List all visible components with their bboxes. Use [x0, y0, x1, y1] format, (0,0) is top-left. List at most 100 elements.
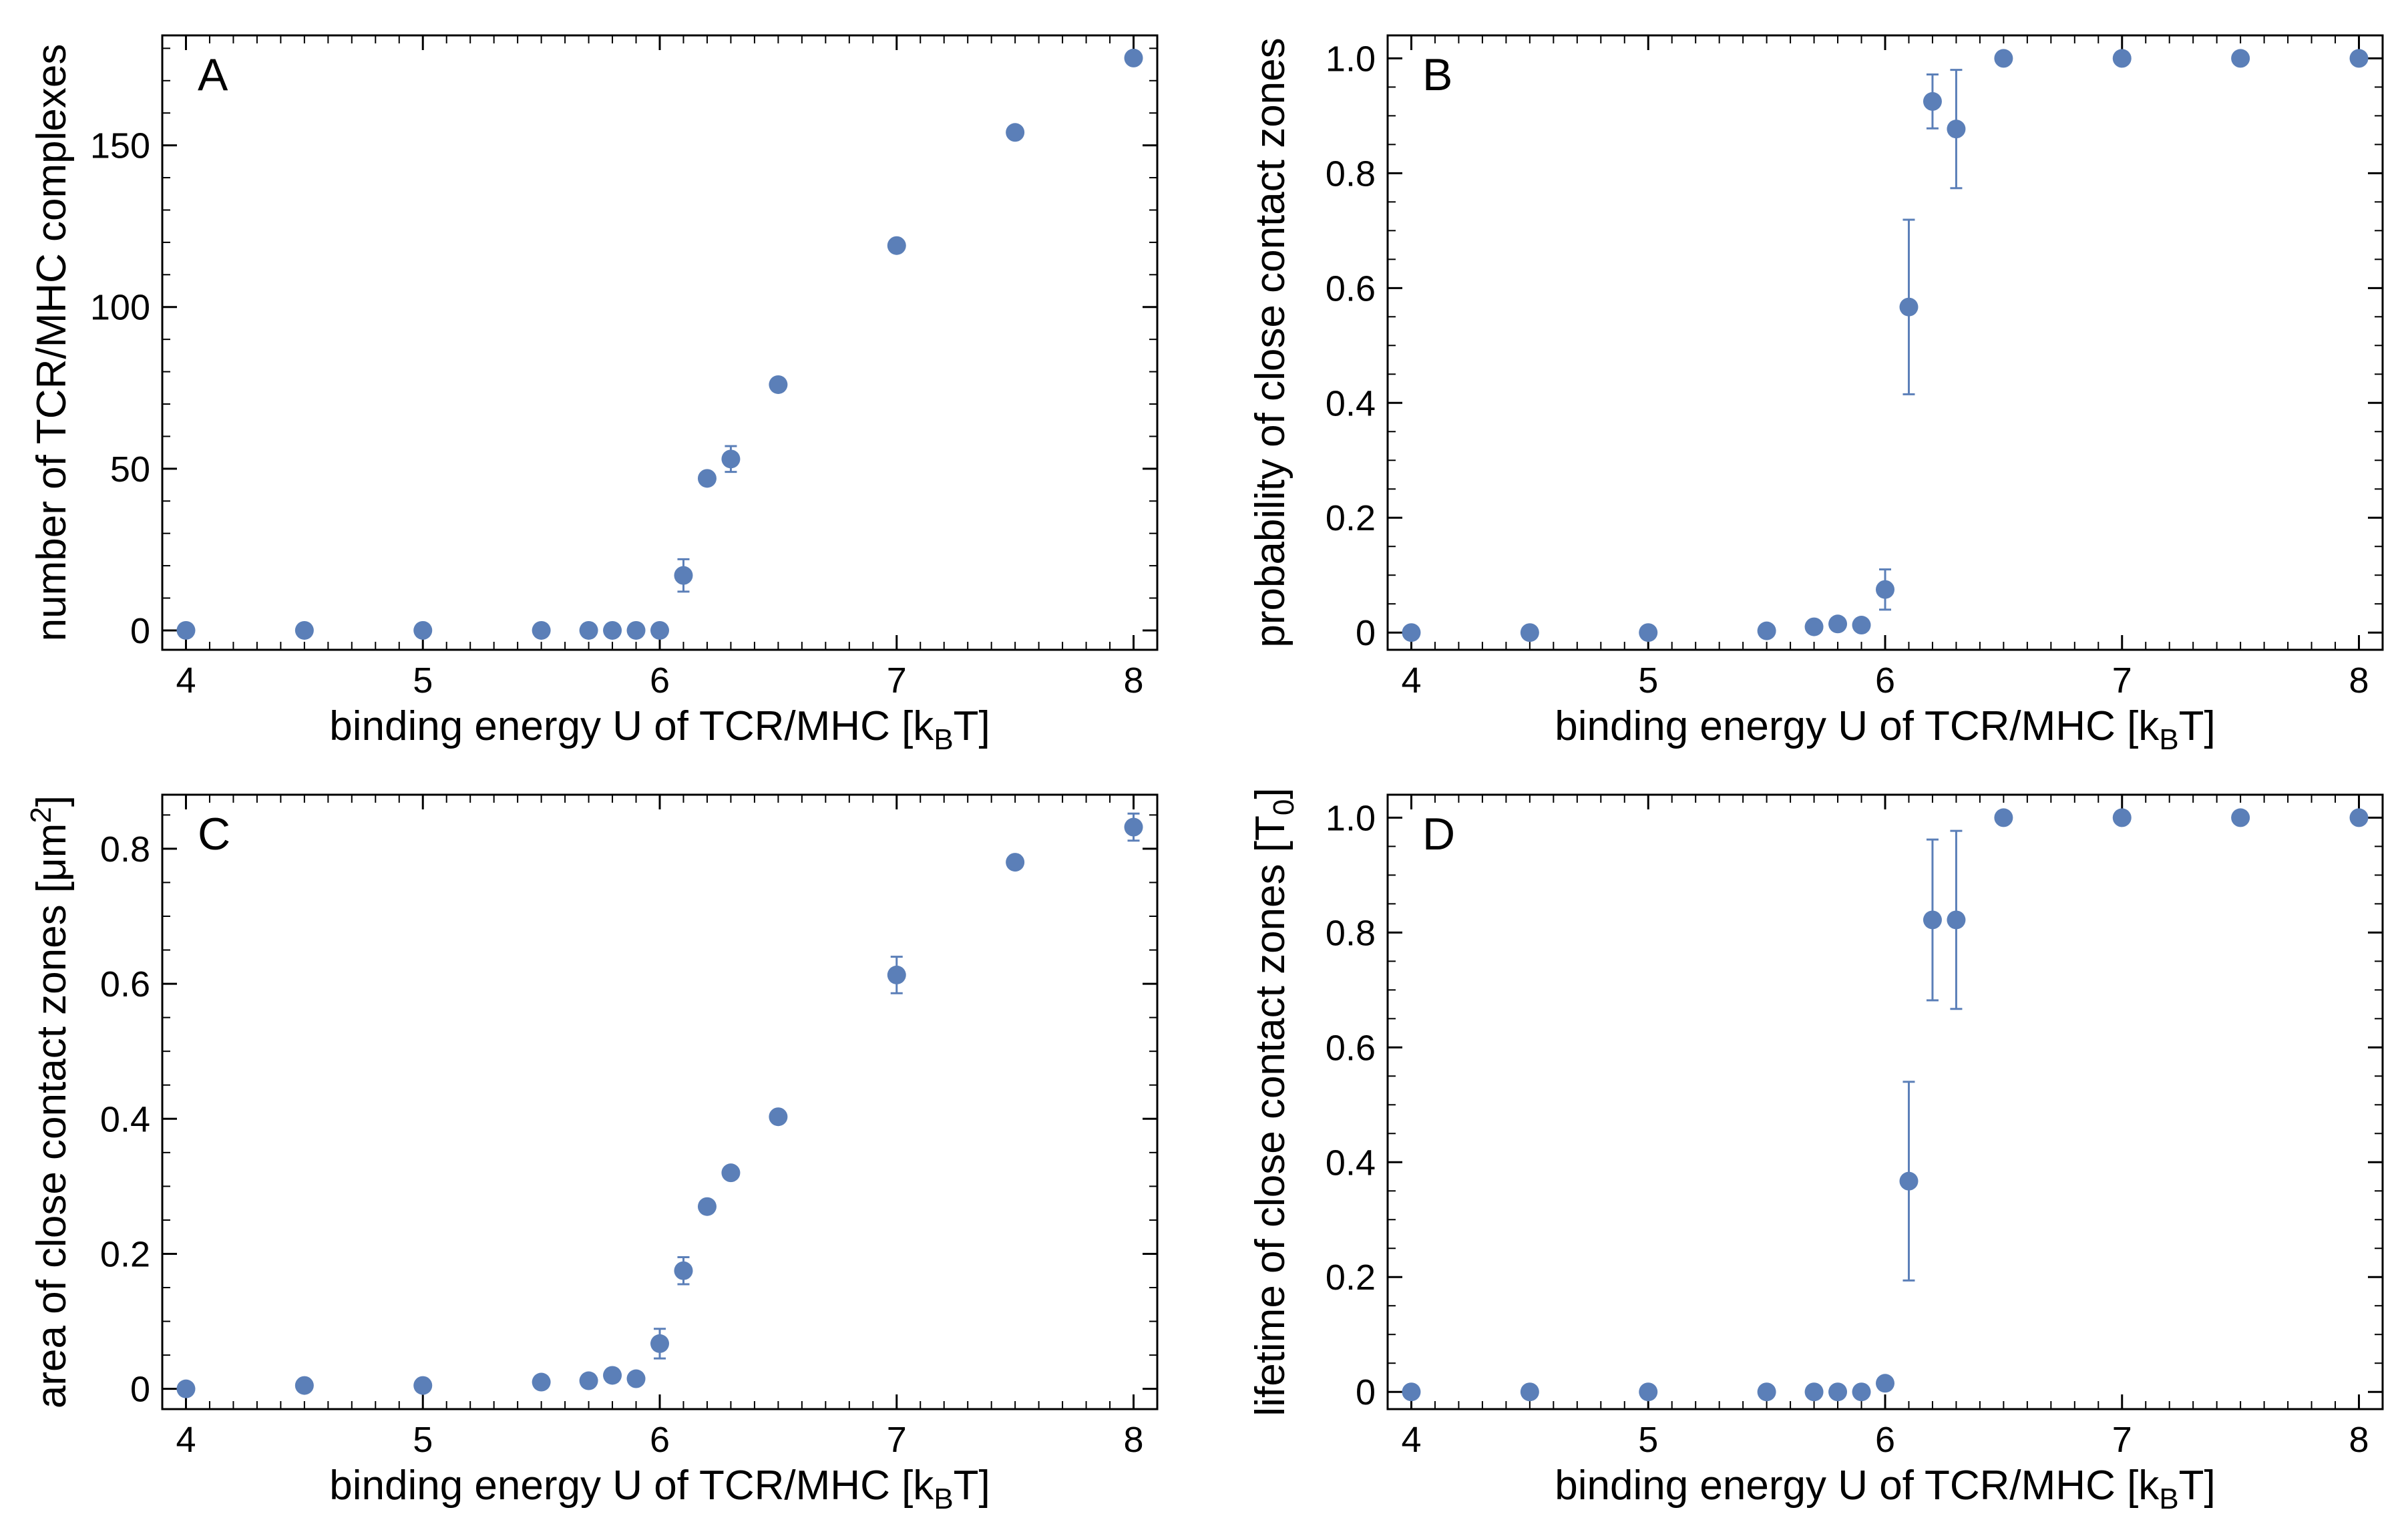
data-point	[674, 1261, 693, 1280]
tick-marks	[1387, 795, 2383, 1409]
data-point	[1947, 910, 1966, 930]
data-point	[1947, 120, 1966, 139]
x-tick-label: 8	[2349, 1420, 2369, 1460]
x-axis-label: binding energy U of TCR/MHC [kBT]	[1555, 703, 2216, 756]
y-tick-label: 0	[1356, 613, 1376, 653]
x-tick-label: 7	[2112, 660, 2132, 701]
x-tick-label: 5	[1638, 660, 1658, 701]
x-tick-label: 5	[1638, 1420, 1658, 1460]
y-tick-label: 0.2	[1326, 498, 1376, 538]
y-tick-label: 0.6	[1326, 1028, 1376, 1068]
data-point	[176, 620, 196, 640]
data-point	[532, 620, 551, 640]
panel-letter-d: D	[1422, 809, 1455, 859]
data-point	[579, 1371, 598, 1390]
y-tick-label: 0.8	[100, 829, 150, 870]
tick-labels: 4 5 6 7 8 0 0.2 0.4 0.6 0.8 1.0	[1326, 39, 2369, 701]
y-axis-label: number of TCR/MHC complexes	[29, 44, 75, 642]
data-point	[1828, 614, 1848, 634]
data-point	[2112, 808, 2132, 827]
y-tick-label: 0	[130, 1370, 150, 1410]
data-point	[674, 566, 693, 585]
y-axis-label: area of close contact zones [μm2]	[25, 795, 75, 1408]
data-marks	[176, 48, 1143, 640]
data-point	[2349, 808, 2369, 827]
x-tick-label: 7	[887, 660, 907, 701]
data-point	[1804, 1382, 1824, 1402]
tick-labels: 4 5 6 7 8 0 50 100 150	[90, 126, 1144, 701]
data-point	[1520, 1382, 1539, 1402]
x-tick-label: 8	[1124, 660, 1144, 701]
x-tick-label: 8	[1124, 1420, 1144, 1460]
x-tick-label: 5	[413, 660, 433, 701]
plot-frame	[1386, 34, 2384, 651]
y-tick-label: 0.2	[100, 1234, 150, 1274]
y-tick-label: 0.6	[1326, 268, 1376, 309]
data-marks	[1402, 49, 2369, 642]
x-tick-label: 4	[176, 660, 196, 701]
data-point	[1520, 623, 1539, 642]
y-tick-label: 0.4	[100, 1099, 150, 1139]
tick-marks	[162, 35, 1158, 650]
y-tick-label: 0.8	[1326, 154, 1376, 194]
y-tick-label: 150	[90, 126, 150, 166]
data-point	[2231, 808, 2250, 827]
data-point	[769, 1107, 788, 1127]
tick-marks	[162, 795, 1158, 1409]
x-tick-label: 5	[413, 1420, 433, 1460]
x-tick-label: 4	[1401, 1420, 1421, 1460]
x-tick-label: 6	[650, 660, 670, 701]
y-tick-label: 1.0	[1326, 39, 1376, 79]
data-point	[1639, 623, 1658, 642]
data-point	[294, 620, 314, 640]
data-point	[1876, 1374, 1894, 1393]
data-marks	[176, 812, 1143, 1398]
data-point	[626, 620, 646, 640]
data-point	[721, 449, 741, 469]
y-axis-label: lifetime of close contact zones [T0]	[1247, 787, 1300, 1416]
data-point	[1899, 297, 1919, 317]
data-point	[1994, 49, 2013, 68]
data-point	[1804, 617, 1824, 636]
data-point	[769, 375, 788, 394]
data-point	[413, 620, 433, 640]
panel-a: 4 5 6 7 8 0 50 100 150 A binding energy U of TCR…	[29, 34, 1159, 756]
data-point	[1994, 808, 2013, 827]
data-point	[579, 620, 598, 640]
data-point	[176, 1379, 196, 1398]
data-point	[1899, 1171, 1919, 1191]
tick-labels: 4 5 6 7 8 0 0.2 0.4 0.6 0.8	[100, 829, 1144, 1460]
data-point	[1828, 1382, 1848, 1402]
data-point	[1639, 1382, 1658, 1402]
x-tick-label: 6	[650, 1420, 670, 1460]
data-point	[887, 965, 906, 984]
data-point	[1852, 616, 1871, 635]
data-point	[697, 1197, 717, 1216]
data-point	[603, 1366, 622, 1385]
x-tick-label: 7	[887, 1420, 907, 1460]
data-point	[1923, 910, 1942, 930]
plot-frame	[1386, 793, 2384, 1410]
x-tick-label: 7	[2112, 1420, 2132, 1460]
data-point	[603, 620, 622, 640]
y-tick-label: 0.2	[1326, 1258, 1376, 1298]
data-point	[2112, 49, 2132, 68]
y-tick-label: 0.4	[1326, 383, 1376, 423]
data-point	[2349, 49, 2369, 68]
data-point	[1757, 621, 1776, 640]
tick-labels: 4 5 6 7 8 0 0.2 0.4 0.6 0.8 1.0	[1326, 798, 2369, 1460]
panel-c: 4 5 6 7 8 0 0.2 0.4 0.6 0.8 C binding energy U of…	[25, 793, 1159, 1515]
x-tick-label: 6	[1875, 660, 1895, 701]
data-point	[1124, 48, 1143, 67]
data-point	[650, 620, 669, 640]
panel-b: 4 5 6 7 8 0 0.2 0.4 0.6 0.8 1.0 B binding energy U…	[1247, 34, 2384, 756]
y-tick-label: 50	[110, 449, 150, 490]
panel-letter-a: A	[198, 49, 228, 100]
data-marks	[1402, 808, 2369, 1402]
x-axis-label: binding energy U of TCR/MHC [kBT]	[329, 1463, 990, 1515]
data-point	[2231, 49, 2250, 68]
y-axis-label: probability of close contact zones	[1247, 37, 1293, 647]
data-point	[1006, 123, 1025, 142]
x-axis-label: binding energy U of TCR/MHC [kBT]	[329, 703, 990, 756]
y-tick-label: 0.8	[1326, 913, 1376, 953]
